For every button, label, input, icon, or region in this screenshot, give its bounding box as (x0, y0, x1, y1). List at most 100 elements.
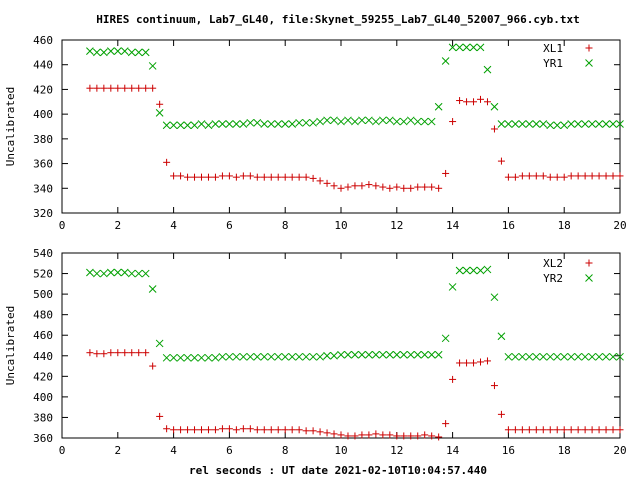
data-point-yr2 (448, 283, 457, 291)
data-point-yr2 (385, 350, 394, 359)
data-point-yr1 (588, 120, 596, 128)
data-point-xl2 (539, 426, 547, 434)
data-point-yr2 (351, 350, 359, 359)
data-point-yr2 (134, 269, 143, 278)
data-point-yr2 (434, 350, 443, 359)
x-tick-label: 18 (558, 444, 571, 457)
x-tick-label: 0 (59, 219, 66, 232)
data-point-yr2 (148, 285, 157, 293)
data-point-xl2 (386, 431, 394, 439)
data-point-xl2 (107, 349, 115, 357)
data-point-yr1 (113, 47, 122, 55)
data-point-yr1 (253, 118, 262, 127)
data-point-xl2 (239, 425, 247, 433)
data-point-xl1 (337, 184, 345, 192)
data-point-xl2 (177, 426, 185, 434)
legend-label: YR2 (543, 272, 563, 285)
data-point-yr2 (93, 269, 101, 278)
data-point-xl1 (281, 173, 289, 181)
data-point-yr1 (581, 120, 589, 128)
data-point-yr1 (162, 121, 171, 130)
data-point-yr2 (337, 350, 345, 359)
data-point-yr2 (120, 268, 129, 277)
data-point-xl1 (93, 84, 101, 92)
data-point-yr1 (93, 48, 101, 57)
data-point-yr2 (183, 353, 192, 362)
data-point-yr2 (455, 266, 464, 275)
data-point-yr1 (344, 116, 352, 125)
data-point-yr1 (602, 120, 610, 128)
data-point-yr2 (225, 352, 234, 361)
data-point-xl2 (128, 349, 136, 357)
data-point-xl1 (100, 84, 108, 92)
data-point-xl1 (609, 172, 617, 180)
data-point-xl1 (177, 172, 185, 180)
data-point-yr1 (399, 117, 408, 126)
data-point-yr1 (372, 117, 380, 126)
data-point-yr2 (378, 350, 387, 359)
data-point-xl2 (449, 375, 457, 383)
y-tick-label: 380 (33, 411, 53, 424)
data-point-xl2 (267, 426, 275, 434)
data-point-xl1 (198, 173, 205, 181)
data-point-yr2 (518, 352, 527, 361)
data-point-yr2 (602, 352, 610, 361)
data-point-xl1 (497, 157, 505, 165)
data-point-yr2 (504, 352, 513, 361)
data-point-xl2 (414, 432, 422, 440)
data-point-yr1 (148, 62, 157, 70)
data-point-yr2 (420, 350, 429, 359)
data-point-xl2 (302, 427, 310, 435)
data-point-yr1 (574, 120, 583, 128)
data-point-xl1 (323, 179, 331, 187)
data-point-yr1 (302, 118, 310, 127)
data-point-yr2 (127, 269, 136, 278)
data-point-yr2 (413, 350, 422, 359)
data-point-yr1 (560, 121, 569, 130)
data-point-xl1 (602, 172, 610, 180)
data-point-yr2 (141, 269, 150, 278)
data-point-yr2 (316, 352, 324, 361)
data-point-xl2 (602, 426, 610, 434)
data-point-xl1 (553, 173, 561, 181)
data-point-yr1 (204, 121, 213, 130)
data-point-yr1 (455, 43, 464, 52)
data-point-xl2 (191, 426, 199, 434)
data-point-xl2 (477, 358, 484, 366)
data-point-xl1 (490, 125, 498, 133)
data-point-yr2 (574, 352, 583, 361)
data-point-yr2 (246, 352, 255, 361)
data-point-yr1 (595, 120, 603, 128)
data-point-yr1 (532, 120, 541, 128)
x-tick-label: 16 (502, 219, 515, 232)
data-point-yr1 (134, 48, 143, 57)
data-point-yr2 (539, 352, 548, 361)
data-point-xl2 (288, 426, 296, 434)
data-point-yr2 (155, 339, 164, 348)
data-point-yr1 (365, 116, 373, 125)
data-point-xl1 (260, 173, 268, 181)
data-point-yr2 (511, 352, 520, 361)
data-point-yr1 (420, 117, 429, 126)
data-point-yr2 (281, 352, 290, 361)
data-point-yr1 (106, 47, 115, 55)
data-point-xl2 (372, 430, 380, 438)
data-point-yr1 (141, 48, 150, 57)
data-point-yr1 (441, 57, 450, 65)
y-tick-label: 400 (33, 108, 53, 121)
data-point-xl2 (163, 425, 171, 433)
data-point-xl1 (121, 84, 129, 92)
y-tick-label: 540 (33, 247, 53, 260)
data-point-yr1 (183, 121, 192, 130)
data-point-xl2 (560, 426, 568, 434)
data-point-xl2 (497, 410, 505, 418)
data-point-yr1 (351, 117, 359, 126)
data-point-xl1 (86, 84, 94, 92)
data-point-xl1 (302, 173, 310, 181)
data-point-yr2 (365, 350, 373, 359)
data-point-xl2 (232, 426, 240, 434)
data-point-xl1 (246, 172, 254, 180)
data-point-xl1 (518, 172, 526, 180)
data-point-yr2 (567, 352, 576, 361)
x-tick-label: 6 (226, 219, 233, 232)
